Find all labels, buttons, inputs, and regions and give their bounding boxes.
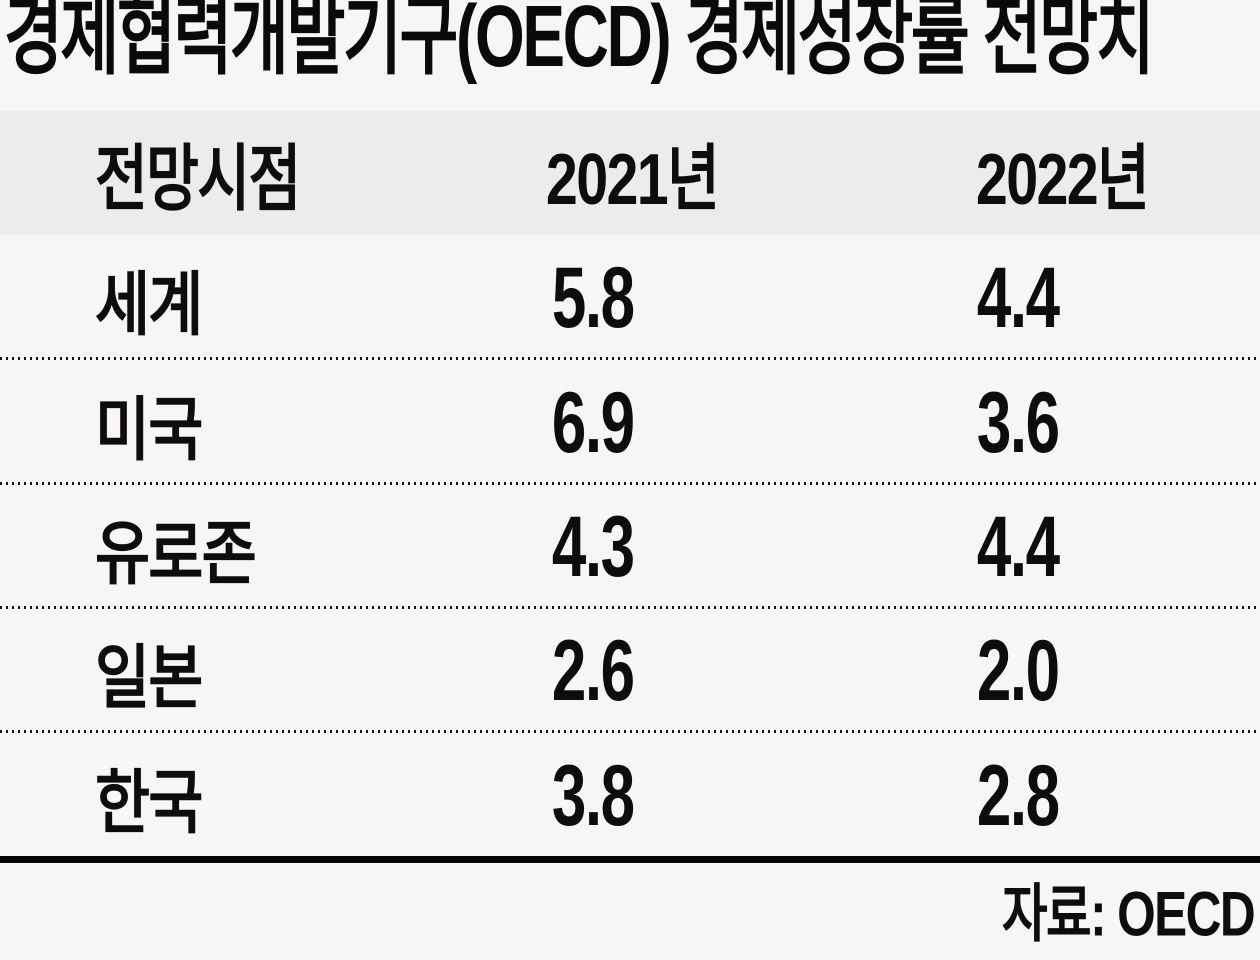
header-label: 2021년 (546, 138, 720, 220)
value-2021: 6.9 (551, 374, 635, 471)
header-cell-forecast-point: 전망시점 (95, 111, 345, 235)
value-cell-2022: 2.8 (875, 733, 1160, 859)
value-2022: 2.8 (976, 747, 1060, 844)
row-label: 한국 (95, 763, 203, 842)
source-row: 자료: OECD (0, 863, 1256, 953)
table-header-row: 전망시점 2021년 2022년 (0, 111, 1260, 235)
value-cell-2022: 4.4 (875, 236, 1160, 360)
bottom-rule (0, 856, 1260, 863)
table-row-korea: 한국 3.8 2.8 (0, 733, 1260, 859)
header-label: 2022년 (976, 138, 1150, 220)
value-2022: 4.4 (976, 249, 1060, 346)
row-label-cell: 세계 (95, 236, 216, 360)
table-row-usa: 미국 6.9 3.6 (0, 361, 1260, 485)
value-cell-2021: 6.9 (450, 361, 735, 485)
figure-title: 경제협력개발기구(OECD) 경제성장률 전망치 (4, 0, 1155, 86)
table-row-eurozone: 유로존 4.3 4.4 (0, 485, 1260, 609)
value-2021: 2.6 (551, 622, 635, 719)
row-label-cell: 미국 (95, 361, 216, 485)
value-cell-2022: 4.4 (875, 485, 1160, 609)
row-label-cell: 한국 (95, 733, 216, 859)
value-cell-2022: 2.0 (875, 609, 1160, 733)
table-row-world: 세계 5.8 4.4 (0, 236, 1260, 360)
value-cell-2021: 5.8 (450, 236, 735, 360)
value-cell-2021: 2.6 (450, 609, 735, 733)
value-2021: 3.8 (551, 747, 635, 844)
row-label: 세계 (95, 265, 203, 344)
header-label: 전망시점 (95, 138, 301, 220)
header-cell-2021: 2021년 (490, 111, 775, 235)
row-label: 일본 (95, 638, 203, 717)
row-label-cell: 일본 (95, 609, 216, 733)
source-credit: 자료: OECD (1001, 879, 1256, 950)
header-cell-2022: 2022년 (920, 111, 1205, 235)
value-2021: 4.3 (551, 498, 635, 595)
value-2022: 2.0 (976, 622, 1060, 719)
row-label: 유로존 (95, 514, 257, 593)
value-2022: 3.6 (976, 374, 1060, 471)
row-label-cell: 유로존 (95, 485, 277, 609)
value-cell-2021: 3.8 (450, 733, 735, 859)
value-2022: 4.4 (976, 498, 1060, 595)
value-cell-2022: 3.6 (875, 361, 1160, 485)
value-2021: 5.8 (551, 249, 635, 346)
table-row-japan: 일본 2.6 2.0 (0, 609, 1260, 733)
value-cell-2021: 4.3 (450, 485, 735, 609)
row-label: 미국 (95, 390, 203, 469)
